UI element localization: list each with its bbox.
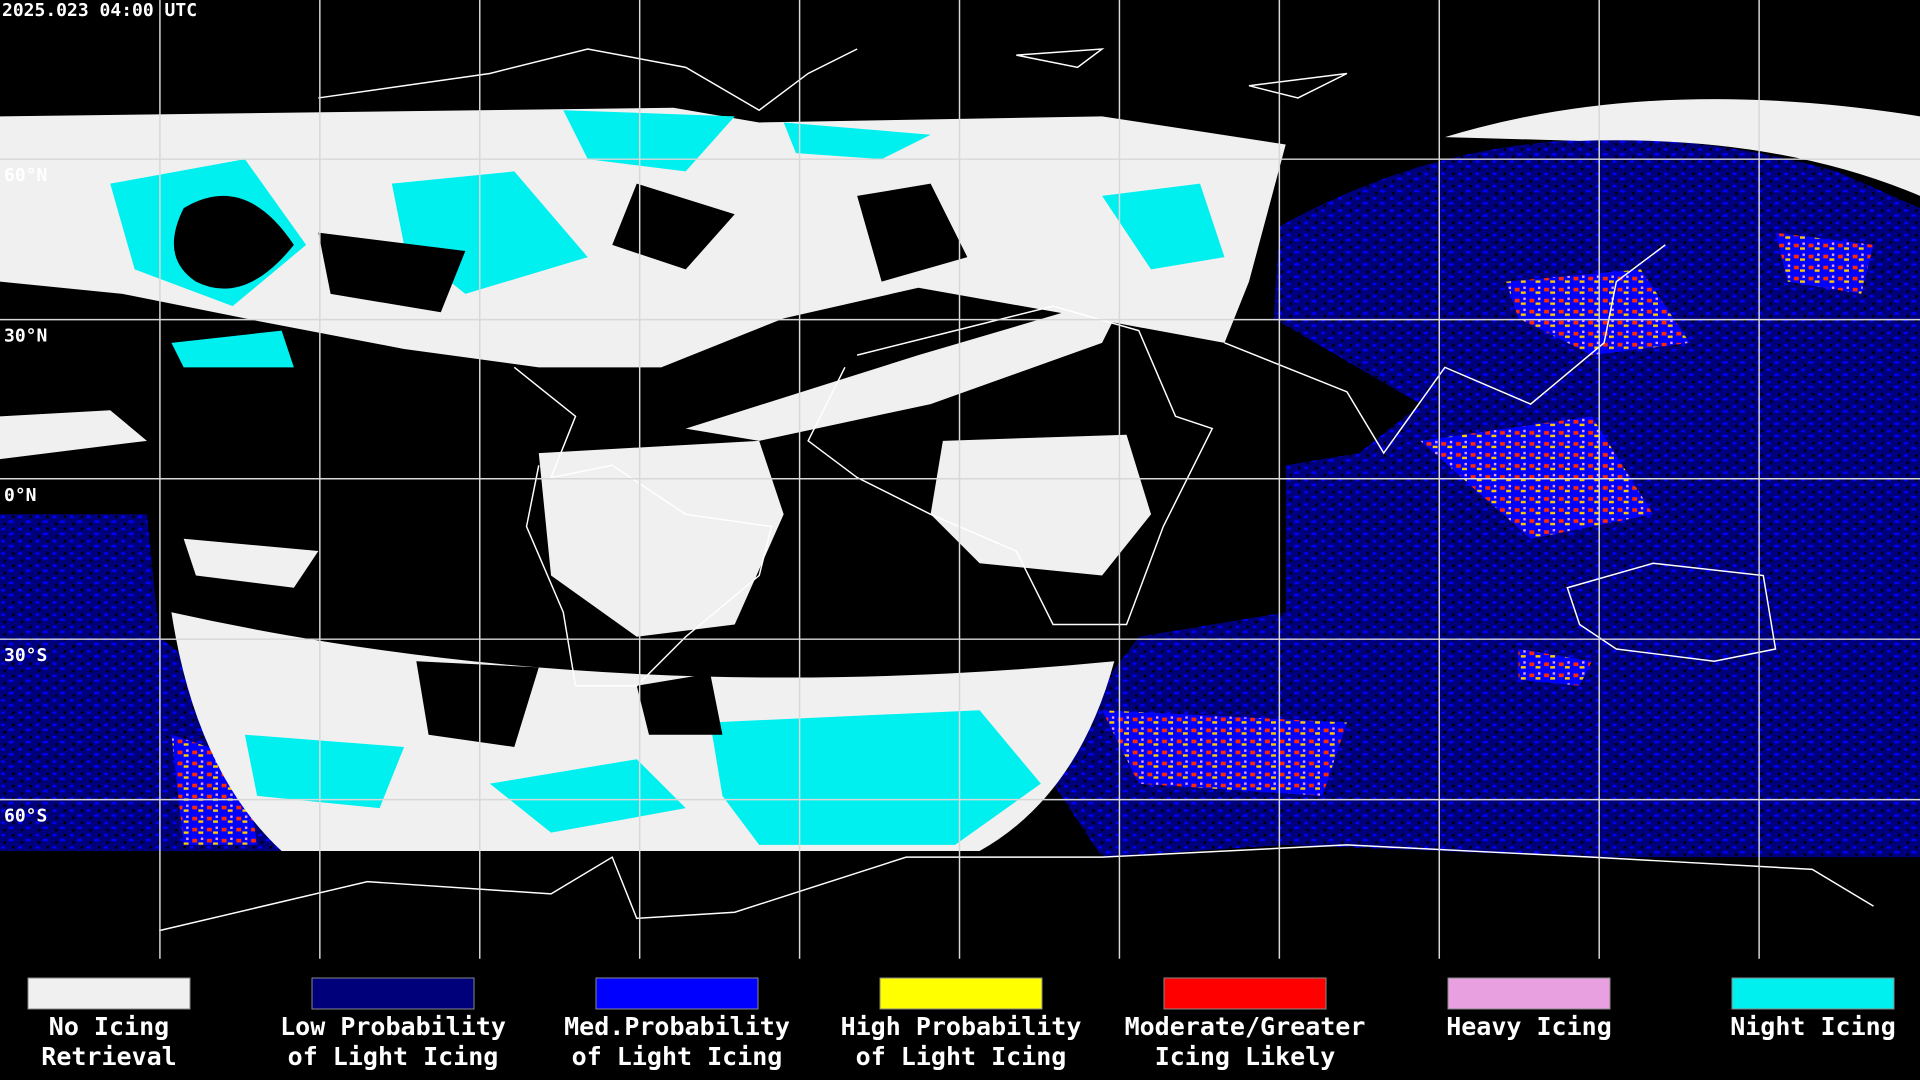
timestamp: 2025.023 04:00 UTC (2, 0, 197, 21)
latitude-label: 60°S (4, 806, 47, 827)
night-icing-region (244, 710, 1041, 845)
legend-label: Retrieval (41, 1042, 176, 1071)
legend-swatch (1447, 977, 1611, 1010)
graticule (0, 0, 1920, 959)
legend-swatch (27, 977, 191, 1010)
latitude-label: 30°N (4, 326, 47, 347)
legend-label: Med.Probability (564, 1012, 790, 1041)
legend-label: of Light Icing (572, 1042, 783, 1071)
legend-swatch (1163, 977, 1327, 1010)
legend-label: Low Probability (280, 1012, 506, 1041)
icing-region (1102, 232, 1874, 796)
legend-label: of Light Icing (288, 1042, 499, 1071)
cloud-region (685, 293, 1127, 441)
legend-swatch (1731, 977, 1895, 1010)
map-labels: 2025.023 04:00 UTC 60°N 30°N 0°N 30°S 60°S (2, 0, 197, 827)
legend-label: Night Icing (1730, 1012, 1896, 1041)
legend-label: of Light Icing (856, 1042, 1067, 1071)
legend-label: Heavy Icing (1446, 1012, 1612, 1041)
latitude-label: 30°S (4, 645, 47, 666)
legend-swatch (311, 977, 475, 1010)
legend-swatch (595, 977, 759, 1010)
night-icing-region (110, 110, 1225, 368)
legend-label: No Icing (49, 1012, 169, 1041)
map-imagery (0, 0, 1920, 959)
clear-region (416, 661, 723, 747)
legend-label: Icing Likely (1155, 1042, 1336, 1071)
legend-label: High Probability (841, 1012, 1082, 1041)
cloud-region (1444, 99, 1920, 196)
clear-region (173, 183, 968, 313)
legend-swatch (879, 977, 1043, 1010)
legend-label: Moderate/Greater (1125, 1012, 1366, 1041)
latitude-label: 60°N (4, 165, 47, 186)
cloud-region (0, 410, 1152, 637)
latitude-label: 0°N (4, 485, 37, 506)
